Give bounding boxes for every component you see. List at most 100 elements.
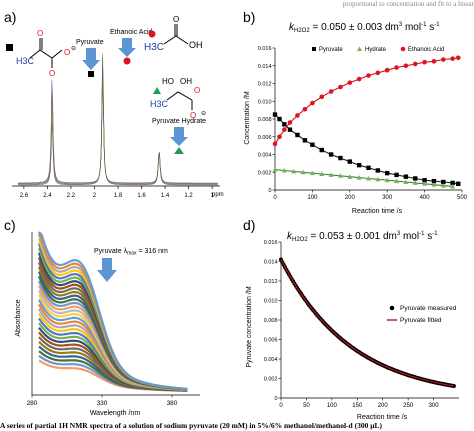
nmr-spectrum-panel: a) H3C O O O ⊖ Pyruvate Ethanoic Acid H3… — [4, 9, 224, 199]
hydrate-data-point — [450, 183, 456, 189]
pyruvate-charge: ⊖ — [71, 46, 76, 52]
pyruvate-oxygen-3: O — [64, 48, 70, 57]
panel-b-xlabel: Reaction time /s — [352, 208, 403, 215]
panel-d-x-tick-label: 150 — [352, 403, 363, 409]
panel-d-y-tick-label: 0.006 — [264, 338, 278, 344]
panel-d-label: d) — [243, 217, 255, 233]
legend-pyruvate-marker — [312, 47, 316, 51]
nmr-trace — [18, 53, 218, 186]
ethanoic-data-point — [394, 65, 399, 70]
hydrate-data-point — [281, 167, 287, 173]
ethanoic-data-point — [455, 55, 461, 61]
nmr-x-unit: ppm — [212, 192, 224, 198]
hydrate-arrow-icon — [170, 127, 188, 146]
hydrate-data-point — [356, 175, 362, 180]
legend-hydrate-label: Hydrate — [365, 47, 387, 53]
hydrate-data-point — [394, 178, 400, 184]
legend-hydrate-marker — [357, 46, 362, 51]
ethanoic-data-point — [441, 57, 446, 62]
hydrate-structure: HO OH H3C O O ⊖ — [150, 77, 206, 120]
ethanoic-data-point — [282, 127, 287, 132]
pyruvate-fitted-line — [280, 259, 454, 387]
ethanoic-structure-marker — [148, 30, 156, 38]
pyruvate-data-point — [272, 112, 278, 117]
hydrate-peak-label: Pyruvate Hydrate — [152, 118, 206, 125]
ethanoic-data-point — [412, 61, 418, 67]
panel-d-y-tick-label: 0.008 — [264, 318, 278, 324]
pyruvate-backbone — [29, 49, 63, 59]
pyruvate-peak-marker — [88, 71, 94, 77]
panel-d-y-tick-label: 0.002 — [264, 377, 278, 383]
panel-b-y-tick-label: 0.006 — [258, 135, 272, 141]
pyruvate-data-point — [338, 155, 343, 161]
panel-d-y-tick-label: 0.016 — [264, 240, 278, 246]
hydrate-backbone — [166, 91, 193, 101]
panel-b-x-tick-label: 200 — [345, 195, 356, 201]
panel-b-y-tick-label: 0.008 — [258, 117, 272, 123]
panel-b-y-tick-label: 0 — [268, 188, 271, 194]
pyruvate-data-point — [356, 162, 362, 168]
uv-spectra-chart-c: c) Pyruvate λmax = 316 nm 280 330 380 Wave… — [4, 217, 200, 417]
ethanoic-data-point — [356, 76, 362, 82]
pyruvate-data-point — [385, 170, 390, 176]
nmr-x-tick-label: 1.6 — [137, 193, 146, 199]
pyruvate-data-point — [413, 176, 418, 181]
ethanoic-data-point — [287, 120, 293, 125]
ethanoic-methyl-label: H3C — [144, 42, 164, 53]
nmr-x-tick-label: 1.2 — [184, 193, 193, 199]
ethanoic-data-point — [310, 100, 315, 106]
hydrate-data-point — [291, 168, 297, 174]
pyruvate-data-point — [366, 165, 371, 171]
nmr-x-tick-label: 2.6 — [20, 193, 29, 199]
hydrate-data-point — [300, 169, 306, 175]
hydrate-data-point — [403, 179, 409, 185]
pyruvate-peak-label: Pyruvate — [76, 39, 104, 46]
pyruvate-data-point — [394, 172, 399, 178]
nmr-x-tick-label: 1.4 — [161, 193, 170, 199]
panel-d-rate-constant: kH2O2 = 0.053 ± 0.001 dm3 mol-1 s-1 — [287, 231, 438, 243]
header-text-fragment: proportional to concentration and fit to… — [342, 0, 474, 8]
panel-b-y-tick-label: 0.012 — [258, 82, 272, 88]
ethanoic-data-point — [431, 59, 437, 64]
hydrate-data-point — [328, 172, 334, 177]
panel-d-plot-area: 0 50 100 150 200 250 300 0 0.002 0.004 0.006 0.008 0… — [264, 240, 459, 409]
ethanoic-data-point — [403, 63, 409, 69]
panel-b-y-tick-label: 0.014 — [258, 64, 272, 70]
lambda-max-arrow-icon — [97, 258, 117, 282]
hydrate-data-point — [319, 171, 325, 177]
pyruvate-data-point — [450, 180, 455, 186]
legend-measured-marker — [389, 305, 395, 311]
ethanoic-data-point — [277, 134, 282, 140]
panel-c-label: c) — [4, 217, 16, 233]
ethanoic-data-point — [302, 106, 308, 112]
ethanoic-peak-label: Ethanoic Acid — [110, 29, 153, 36]
pyruvate-data-point — [277, 116, 282, 122]
ethanoic-arrow-icon — [118, 38, 136, 57]
nmr-x-tick-label: 2.4 — [43, 193, 52, 199]
ethanoic-data-point — [347, 80, 353, 85]
panel-b-x-tick-label: 400 — [420, 195, 431, 201]
pyruvate-structure: H3C O O O ⊖ — [6, 29, 76, 78]
panel-d-y-tick-label: 0 — [274, 396, 277, 402]
legend-ethanoic-label: Ethanoic Acid — [408, 47, 444, 53]
panel-c-xlabel: Wavelength /nm — [90, 410, 140, 417]
panel-b-ylabel: Concentration /M — [244, 91, 251, 144]
kinetics-chart-b: b) kH2O2 = 0.050 ± 0.003 dm3 mol-1 s-1 0… — [243, 9, 468, 215]
panel-a-label: a) — [4, 9, 16, 25]
pyruvate-data-point — [422, 178, 427, 183]
nmr-x-ticks: 2.6 2.4 2.2 2 1.8 1.6 1.4 1.2 1 — [20, 186, 214, 199]
hydrate-data-point — [422, 181, 428, 186]
legend-fitted-label: Pyruvate fitted — [400, 317, 442, 324]
panel-b-y-tick-label: 0.016 — [258, 46, 272, 52]
figure-caption-fragment: A series of partial 1H NMR spectra of a … — [0, 421, 382, 430]
hydrate-ho-label: HO — [162, 77, 174, 86]
panel-c-annotation: Pyruvate λmax = 316 nm — [94, 248, 168, 257]
ethanoic-data-point — [422, 59, 427, 65]
legend-measured-label: Pyruvate measured — [400, 305, 457, 312]
panel-c-plot-area: 280 330 380 — [27, 231, 200, 407]
panel-b-plot-area: 0 100 200 300 400 500 0 0.002 0.004 0.006 0.008 0.0… — [258, 46, 468, 201]
pyruvate-data-point — [287, 127, 293, 132]
pyruvate-data-point — [310, 142, 315, 147]
panel-d-x-tick-label: 50 — [303, 403, 310, 409]
hydrate-charge: ⊖ — [201, 111, 206, 117]
